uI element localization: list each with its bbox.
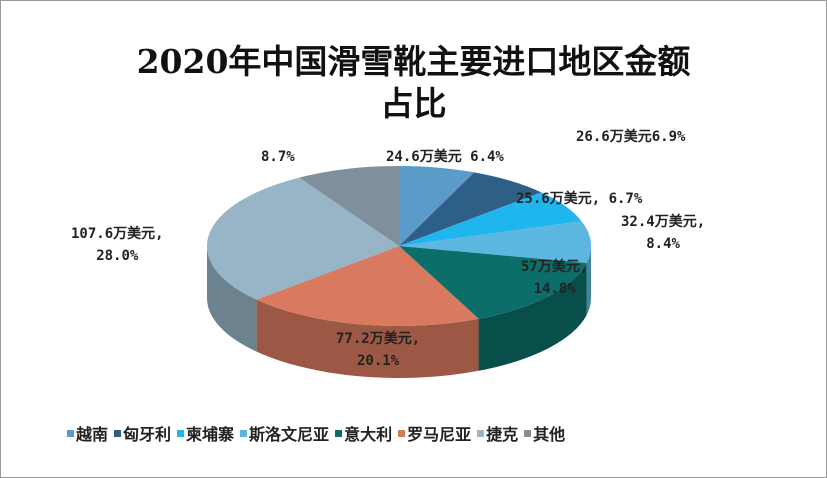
legend: 越南 匈牙利 柬埔寨 斯洛文尼亚 意大利 罗马尼亚 捷克 其他 — [67, 421, 565, 445]
legend-item: 斯洛文尼亚 — [240, 421, 329, 445]
title-line-1: 2020年中国滑雪靴主要进口地区金额 — [136, 42, 691, 81]
legend-swatch — [177, 429, 185, 437]
legend-swatch — [524, 429, 532, 437]
pie-side-斯洛文尼亚 — [586, 246, 591, 315]
legend-label: 柬埔寨 — [186, 425, 235, 444]
pie-slice-捷克 — [207, 177, 399, 300]
data-label: 25.6万美元, 6.7% — [516, 191, 643, 207]
pie-slice-其他 — [299, 166, 399, 246]
pie-slice-越南 — [399, 166, 475, 246]
data-label: 26.6万美元6.9% — [576, 129, 686, 145]
legend-swatch — [477, 429, 485, 437]
pie-slice-柬埔寨 — [399, 192, 582, 246]
legend-label: 罗马尼亚 — [407, 425, 472, 444]
pie-slice-意大利 — [399, 246, 587, 319]
legend-swatch — [114, 429, 122, 437]
legend-item: 越南 — [67, 421, 108, 445]
data-label: 32.4万美元, 8.4% — [621, 214, 706, 252]
pie-side-罗马尼亚 — [256, 299, 479, 378]
legend-label: 匈牙利 — [123, 425, 172, 444]
legend-label: 斯洛文尼亚 — [249, 425, 330, 444]
data-label: 57万美元, 14.8% — [521, 259, 589, 297]
legend-swatch — [240, 429, 248, 437]
chart-title: 2020年中国滑雪靴主要进口地区金额 占比 — [1, 41, 826, 125]
title-line-2: 占比 — [380, 84, 447, 123]
legend-label: 意大利 — [344, 425, 393, 444]
pie-slice-罗马尼亚 — [256, 246, 479, 326]
legend-item: 罗马尼亚 — [398, 421, 471, 445]
legend-label: 越南 — [76, 425, 109, 444]
legend-swatch — [67, 429, 74, 437]
legend-item: 捷克 — [477, 421, 518, 445]
legend-swatch — [398, 429, 406, 437]
legend-item: 匈牙利 — [114, 421, 171, 445]
pie-slice-斯洛文尼亚 — [399, 221, 592, 263]
legend-item: 其他 — [524, 421, 565, 445]
legend-label: 捷克 — [486, 425, 519, 444]
legend-item: 意大利 — [335, 421, 392, 445]
legend-item: 柬埔寨 — [177, 421, 234, 445]
pie-side-捷克 — [207, 246, 257, 352]
pie-side-意大利 — [478, 262, 587, 371]
legend-label: 其他 — [533, 425, 566, 444]
data-label: 24.6万美元 6.4% — [386, 149, 504, 165]
legend-swatch — [335, 429, 343, 437]
data-label: 107.6万美元, 28.0% — [71, 226, 164, 264]
pie-slice-匈牙利 — [399, 172, 542, 246]
data-label: 8.7% — [261, 149, 295, 165]
data-label: 77.2万美元, 20.1% — [336, 331, 421, 369]
